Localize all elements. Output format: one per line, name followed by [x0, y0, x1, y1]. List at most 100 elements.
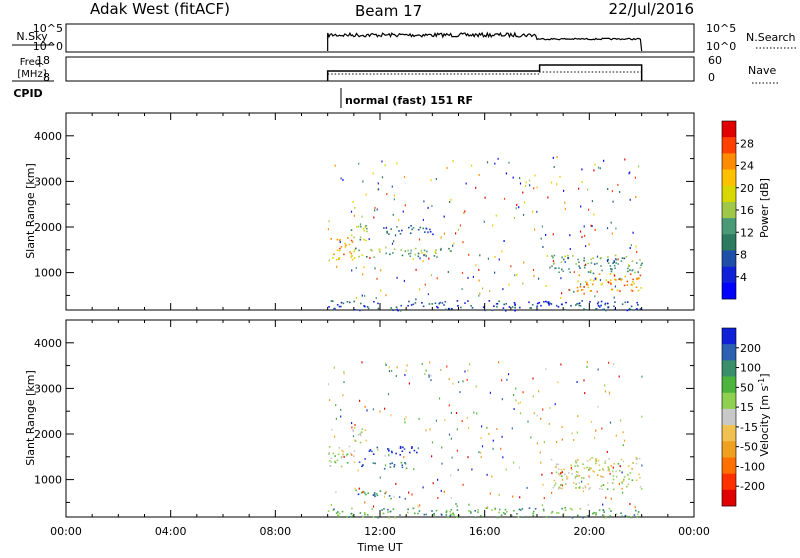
echo-cell [552, 233, 554, 236]
echo-cell [628, 309, 630, 311]
echo-cell [554, 403, 556, 406]
echo-cell [557, 468, 560, 470]
echo-cell [607, 469, 609, 471]
echo-cell [570, 468, 573, 471]
echo-cell [428, 303, 431, 305]
echo-cell [611, 268, 613, 271]
colorbar-swatch [722, 266, 736, 284]
echo-cell [582, 516, 584, 519]
echo-cell [597, 368, 599, 371]
echo-cell [607, 260, 609, 262]
echo-cell [545, 516, 548, 518]
echo-cell [561, 471, 563, 474]
echo-cell [362, 180, 364, 183]
echo-cell [560, 261, 563, 263]
echo-cell [406, 364, 408, 367]
echo-cell [334, 164, 336, 167]
echo-cell [452, 514, 454, 516]
echo-cell [363, 266, 365, 269]
echo-cell [583, 259, 585, 262]
echo-cell [390, 307, 392, 309]
colorbar-tick-label: 28 [740, 137, 754, 150]
echo-cell [467, 300, 469, 302]
echo-cell [621, 487, 623, 490]
echo-cell [504, 310, 507, 312]
echo-cell [448, 433, 451, 436]
echo-cell [488, 300, 491, 302]
echo-cell [600, 475, 602, 478]
echo-cell [632, 461, 635, 464]
colorbar-swatch [722, 392, 736, 410]
echo-cell [441, 462, 443, 465]
echo-cell [385, 362, 387, 365]
echo-cell [367, 514, 369, 516]
echo-cell [595, 462, 597, 465]
echo-cell [361, 361, 363, 364]
echo-cell [477, 509, 479, 511]
echo-cell [385, 294, 387, 297]
echo-cell [467, 369, 469, 372]
echo-cell [363, 512, 366, 514]
echo-cell [399, 514, 401, 516]
echo-cell [391, 369, 393, 372]
echo-cell [342, 178, 344, 181]
echo-cell [516, 203, 518, 206]
echo-cell [561, 256, 563, 259]
nsky-panel: N.Sky 10^5 10^0 10^5 10^0 N.Search [12, 22, 796, 53]
echo-cell [425, 255, 427, 257]
echo-cell [639, 476, 641, 479]
echo-cell [578, 487, 580, 489]
echo-cell [575, 304, 577, 306]
echo-cell [421, 252, 423, 254]
colorbar-swatch [722, 121, 736, 138]
echo-cell [513, 394, 515, 396]
echo-cell [410, 249, 412, 252]
echo-cell [431, 455, 433, 458]
echo-cell [411, 446, 413, 448]
echo-cell [569, 289, 571, 291]
echo-cell [379, 410, 381, 413]
echo-cell [614, 254, 617, 257]
echo-cell [399, 496, 401, 499]
echo-cell [412, 258, 414, 261]
echo-cell [431, 303, 433, 305]
echo-cell [491, 475, 493, 478]
power-colorbar: 28 24 20 16 12 8 4 [721, 120, 754, 300]
echo-cell [606, 227, 609, 230]
freq-tick-top: 18 [36, 54, 50, 67]
echo-cell [411, 228, 413, 231]
echo-cell [600, 256, 602, 259]
echo-cell [637, 289, 640, 292]
echo-cell [362, 491, 364, 494]
echo-cell [607, 306, 609, 309]
echo-cell [331, 428, 333, 431]
echo-cell [415, 298, 417, 301]
echo-cell [571, 508, 573, 511]
echo-cell [612, 200, 614, 203]
echo-cell [503, 240, 505, 242]
echo-cell [632, 278, 634, 281]
echo-cell [626, 485, 628, 488]
echo-cell [364, 405, 366, 408]
echo-cell [447, 516, 449, 519]
echo-cell [557, 512, 560, 514]
echo-cell [596, 255, 599, 258]
echo-cell [408, 382, 410, 385]
nave-tick-top: 60 [708, 54, 722, 67]
echo-cell [427, 293, 429, 296]
echo-cell [397, 309, 399, 312]
echo-cell [590, 258, 593, 261]
echo-cell [405, 462, 407, 465]
echo-cell [478, 268, 480, 271]
echo-cell [494, 507, 497, 510]
echo-cell [504, 513, 506, 515]
echo-cell [584, 485, 587, 487]
echo-cell [627, 465, 630, 467]
echo-cell [405, 467, 408, 470]
power-panel: 1000 2000 3000 4000 Slant Range [km] 28 24 20… [24, 112, 771, 312]
power-echoes [327, 156, 643, 312]
colorbar-swatch [722, 425, 736, 442]
echo-cell [404, 374, 406, 377]
echo-cell [598, 509, 601, 511]
freq-trace [326, 64, 643, 81]
